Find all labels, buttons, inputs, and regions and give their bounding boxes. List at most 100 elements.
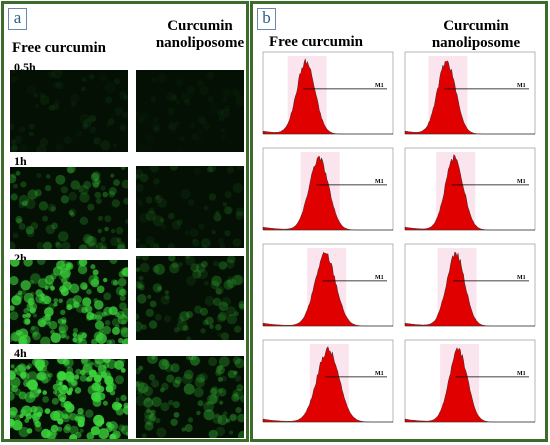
cell-spot — [218, 311, 228, 321]
histogram-free-2h: M1 — [259, 242, 397, 334]
cell-spot — [77, 185, 84, 193]
cell-spot — [56, 260, 65, 270]
cell-spot — [10, 406, 18, 416]
cell-spot — [18, 194, 30, 206]
micrograph-texture — [10, 359, 128, 439]
cell-spot — [61, 277, 68, 284]
cell-spot — [21, 289, 27, 295]
cell-spot — [232, 238, 242, 247]
histogram-plot: M1 — [404, 243, 536, 327]
cell-spot — [116, 311, 126, 320]
cell-spot — [207, 394, 218, 405]
cell-spot — [214, 214, 222, 222]
cell-spot — [118, 337, 124, 344]
cell-spot — [74, 387, 82, 394]
cell-spot — [185, 311, 194, 319]
cell-spot — [10, 260, 20, 267]
cell-spot — [60, 195, 69, 204]
cell-spot — [224, 191, 232, 199]
cell-spot — [120, 327, 128, 338]
cell-spot — [156, 427, 167, 438]
cell-spot — [190, 123, 195, 128]
cell-spot — [39, 95, 50, 106]
cell-spot — [53, 81, 61, 89]
cell-spot — [226, 278, 237, 289]
cell-spot — [172, 380, 181, 388]
cell-spot — [10, 337, 13, 343]
cell-spot — [136, 313, 140, 320]
cell-spot — [35, 294, 44, 304]
cell-spot — [58, 323, 69, 333]
cell-spot — [213, 393, 220, 399]
cell-spot — [91, 171, 101, 180]
cell-spot — [64, 136, 72, 144]
cell-spot — [114, 360, 125, 370]
cell-spot — [82, 123, 88, 130]
free-micrograph-1h — [10, 167, 128, 249]
cell-spot — [147, 294, 152, 299]
cell-spot — [106, 339, 112, 344]
cell-spot — [215, 426, 226, 437]
cell-spot — [200, 307, 208, 316]
cell-spot — [222, 96, 228, 102]
cell-spot — [44, 408, 51, 414]
cell-spot — [25, 382, 31, 387]
cell-spot — [90, 426, 100, 436]
cell-spot — [179, 135, 185, 142]
cell-spot — [10, 364, 15, 369]
cell-spot — [194, 377, 205, 388]
cell-spot — [70, 93, 80, 103]
cell-spot — [111, 318, 120, 327]
cell-spot — [69, 425, 79, 435]
cell-spot — [61, 385, 67, 391]
cell-spot — [88, 242, 98, 249]
cell-spot — [184, 230, 190, 236]
cell-spot — [104, 226, 109, 232]
cell-spot — [170, 418, 178, 426]
cell-spot — [24, 198, 36, 210]
cell-spot — [226, 306, 237, 317]
cell-spot — [68, 191, 78, 201]
cell-spot — [52, 390, 58, 395]
cell-spot — [235, 95, 244, 106]
histogram-nano-0-5h: M1 — [401, 50, 539, 142]
cell-spot — [189, 356, 200, 366]
cell-spot — [17, 290, 23, 295]
cell-spot — [181, 92, 191, 102]
cell-spot — [93, 137, 101, 145]
cell-spot — [117, 241, 126, 249]
cell-spot — [232, 388, 244, 400]
cell-spot — [125, 219, 128, 224]
cell-spot — [177, 316, 184, 323]
m1-gate-label: M1 — [375, 179, 384, 185]
cell-spot — [213, 260, 219, 267]
cell-spot — [203, 401, 214, 412]
cell-spot — [146, 145, 153, 152]
cell-spot — [229, 430, 234, 435]
cell-spot — [201, 238, 211, 248]
cell-spot — [93, 331, 104, 342]
cell-spot — [237, 413, 244, 423]
cell-spot — [148, 207, 155, 214]
cell-spot — [200, 328, 206, 334]
cell-spot — [210, 386, 219, 395]
cell-spot — [81, 332, 87, 339]
cell-spot — [152, 215, 164, 227]
cell-spot — [103, 292, 112, 301]
cell-spot — [98, 428, 110, 439]
cell-spot — [30, 326, 36, 331]
cell-spot — [233, 391, 239, 397]
cell-spot — [123, 197, 128, 205]
cell-spot — [10, 75, 18, 83]
cell-spot — [144, 421, 154, 431]
cell-spot — [34, 387, 42, 395]
cell-spot — [10, 305, 15, 311]
cell-spot — [50, 410, 61, 421]
cell-spot — [136, 395, 147, 407]
cell-spot — [233, 274, 244, 286]
cell-spot — [197, 400, 204, 407]
cell-spot — [185, 256, 190, 259]
histogram-nano-2h: M1 — [401, 242, 539, 334]
cell-spot — [44, 307, 54, 317]
cell-spot — [36, 144, 47, 152]
